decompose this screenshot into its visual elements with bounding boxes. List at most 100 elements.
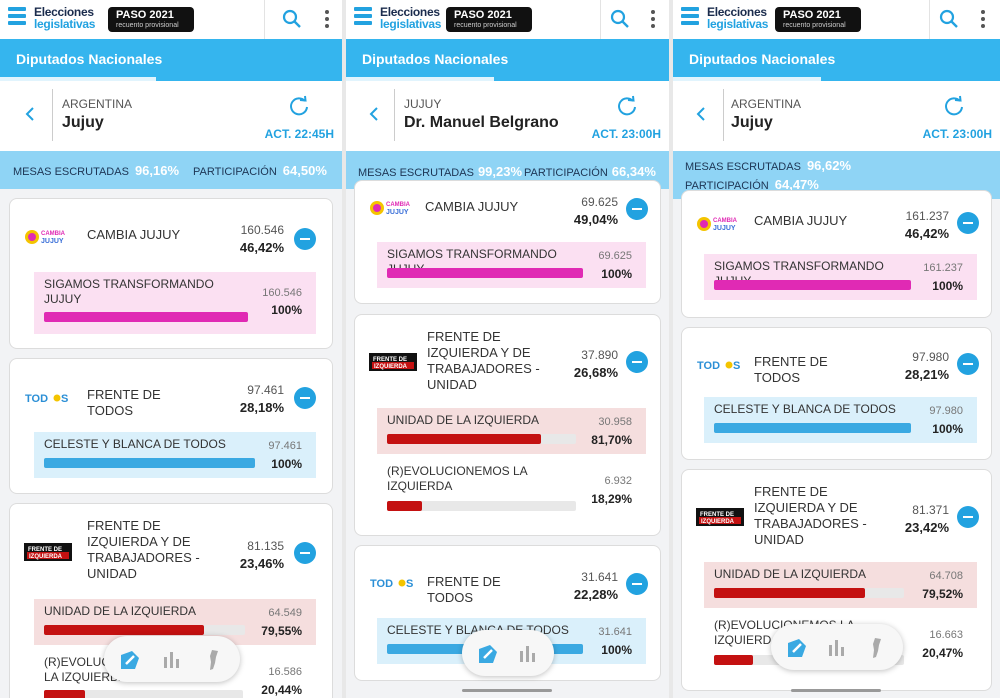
party-name: CAMBIA JUJUY (425, 199, 519, 214)
party-name: FRENTE DE TODOS (87, 387, 161, 418)
list-votes: 30.958 (598, 416, 632, 428)
frente-de-todos-logo-icon: TOD S (697, 360, 740, 372)
logo-bars-icon (354, 7, 372, 25)
collapse-minus-icon[interactable] (294, 228, 316, 250)
party-card-frente-de-todos[interactable]: TOD S FRENTE DE TODOS 97.461 28,18% CELES… (9, 358, 333, 494)
location-name: Jujuy (731, 114, 773, 131)
edit-ballot-icon[interactable] (785, 636, 809, 660)
party-card-frente-de-izquierda[interactable]: FRENTE DE IZQUIERDA FRENTE DE IZQUIERDA Y… (354, 314, 661, 536)
collapse-minus-icon[interactable] (294, 542, 316, 564)
mesas-label: MESAS ESCRUTADAS (358, 167, 474, 179)
tab-diputados-nacionales[interactable]: Diputados Nacionales (16, 51, 163, 67)
collapse-minus-icon[interactable] (957, 353, 979, 375)
svg-text:TOD: TOD (697, 360, 720, 372)
list-percent: 100% (271, 457, 302, 471)
paso-badge: PASO 2021 recuento provisional (775, 7, 861, 32)
tab-bar: Diputados Nacionales (0, 39, 342, 81)
refresh-icon[interactable] (943, 95, 965, 117)
location-header: JUJUY Dr. Manuel Belgrano ACT. 23:00H (346, 81, 669, 151)
party-percent: 22,28% (573, 587, 618, 602)
badge-title: PASO 2021 (783, 9, 841, 21)
home-indicator (462, 689, 552, 692)
bottom-nav-pill (771, 624, 903, 670)
argentina-map-icon[interactable] (865, 636, 889, 660)
svg-text:IZQUIERDA: IZQUIERDA (29, 554, 63, 560)
party-name: FRENTE DE IZQUIERDA Y DE TRABAJADORES - … (754, 484, 867, 547)
tab-underline (346, 77, 494, 81)
party-votes: 81.135 (247, 539, 284, 553)
logo-line2: legislativas (380, 17, 442, 31)
more-vert-icon[interactable] (324, 10, 330, 28)
list-percent: 100% (932, 422, 963, 436)
collapse-minus-icon[interactable] (957, 506, 979, 528)
party-card-cambia-jujuy[interactable]: CAMBIA JUJUY CAMBIA JUJUY 160.546 46,42% … (9, 198, 333, 349)
party-votes: 97.980 (912, 350, 949, 364)
list-bar-track (387, 501, 576, 511)
elecciones-logo[interactable]: Elecciones legislativas (681, 6, 768, 30)
search-icon[interactable] (939, 9, 959, 29)
stats-line-participacion: PARTICIPACIÓN 64,47% (685, 177, 819, 192)
list-bar-fill (387, 501, 422, 511)
list-row: SIGAMOS TRANSFORMANDO JUJUY 160.546 100% (34, 272, 316, 334)
search-icon[interactable] (610, 9, 630, 29)
list-bar-track (44, 312, 248, 322)
list-votes: 97.461 (268, 440, 302, 452)
bar-chart-icon[interactable] (160, 648, 184, 672)
list-votes: 31.641 (598, 626, 632, 638)
list-row: SIGAMOS TRANSFORMANDO JUJUY 69.625 100% (377, 242, 646, 288)
collapse-minus-icon[interactable] (294, 387, 316, 409)
edit-ballot-icon[interactable] (118, 648, 142, 672)
back-chevron-icon[interactable] (693, 105, 711, 123)
bar-chart-icon[interactable] (825, 636, 849, 660)
list-row: UNIDAD DE LA IZQUIERDA 30.958 81,70% (377, 408, 646, 454)
party-percent: 23,42% (904, 520, 949, 535)
more-vert-icon[interactable] (650, 10, 656, 28)
list-bar-fill (714, 423, 911, 433)
elecciones-logo[interactable]: Elecciones legislativas (354, 6, 441, 30)
participacion-value: 64,50% (282, 163, 327, 178)
list-bar-track (714, 423, 911, 433)
party-card-cambia-jujuy[interactable]: CAMBIA JUJUY CAMBIA JUJUY 69.625 49,04% S… (354, 180, 661, 304)
tab-diputados-nacionales[interactable]: Diputados Nacionales (362, 51, 509, 67)
badge-title: PASO 2021 (116, 9, 174, 21)
svg-text:TOD: TOD (25, 393, 48, 405)
tab-diputados-nacionales[interactable]: Diputados Nacionales (689, 51, 836, 67)
collapse-minus-icon[interactable] (957, 212, 979, 234)
list-percent: 79,55% (261, 624, 302, 638)
panel-gap (342, 0, 346, 698)
paso-badge: PASO 2021 recuento provisional (108, 7, 194, 32)
party-card-cambia-jujuy[interactable]: CAMBIA JUJUY CAMBIA JUJUY 161.237 46,42% … (681, 190, 992, 318)
argentina-map-icon[interactable] (202, 648, 226, 672)
list-name: UNIDAD DE LA IZQUIERDA (387, 413, 540, 427)
party-votes: 161.237 (905, 209, 949, 223)
appbar-divider (264, 0, 265, 39)
back-chevron-icon[interactable] (366, 105, 384, 123)
svg-text:CAMBIA: CAMBIA (41, 231, 66, 237)
list-votes: 64.708 (929, 570, 963, 582)
edit-ballot-icon[interactable] (476, 642, 500, 666)
list-bar-track (387, 268, 583, 278)
search-icon[interactable] (282, 9, 302, 29)
collapse-minus-icon[interactable] (626, 351, 648, 373)
bar-chart-icon[interactable] (516, 642, 540, 666)
collapse-minus-icon[interactable] (626, 198, 648, 220)
back-chevron-icon[interactable] (22, 105, 40, 123)
svg-text:JUJUY: JUJUY (713, 225, 736, 232)
list-percent: 18,29% (591, 492, 632, 506)
refresh-icon[interactable] (616, 95, 638, 117)
logo-line2: legislativas (707, 17, 769, 31)
refresh-icon[interactable] (288, 95, 310, 117)
logo-line2: legislativas (34, 17, 96, 31)
party-card-frente-de-todos[interactable]: TOD S FRENTE DE TODOS 97.980 28,21% CELES… (681, 327, 992, 460)
collapse-minus-icon[interactable] (626, 573, 648, 595)
elecciones-logo[interactable]: Elecciones legislativas (8, 6, 95, 30)
list-percent: 20,44% (261, 683, 302, 697)
list-percent: 100% (932, 279, 963, 293)
participacion-label: PARTICIPACIÓN (685, 180, 769, 192)
list-votes: 97.980 (929, 405, 963, 417)
logo-line1: Elecciones (380, 5, 440, 19)
party-percent: 46,42% (904, 226, 949, 241)
more-vert-icon[interactable] (980, 10, 986, 28)
